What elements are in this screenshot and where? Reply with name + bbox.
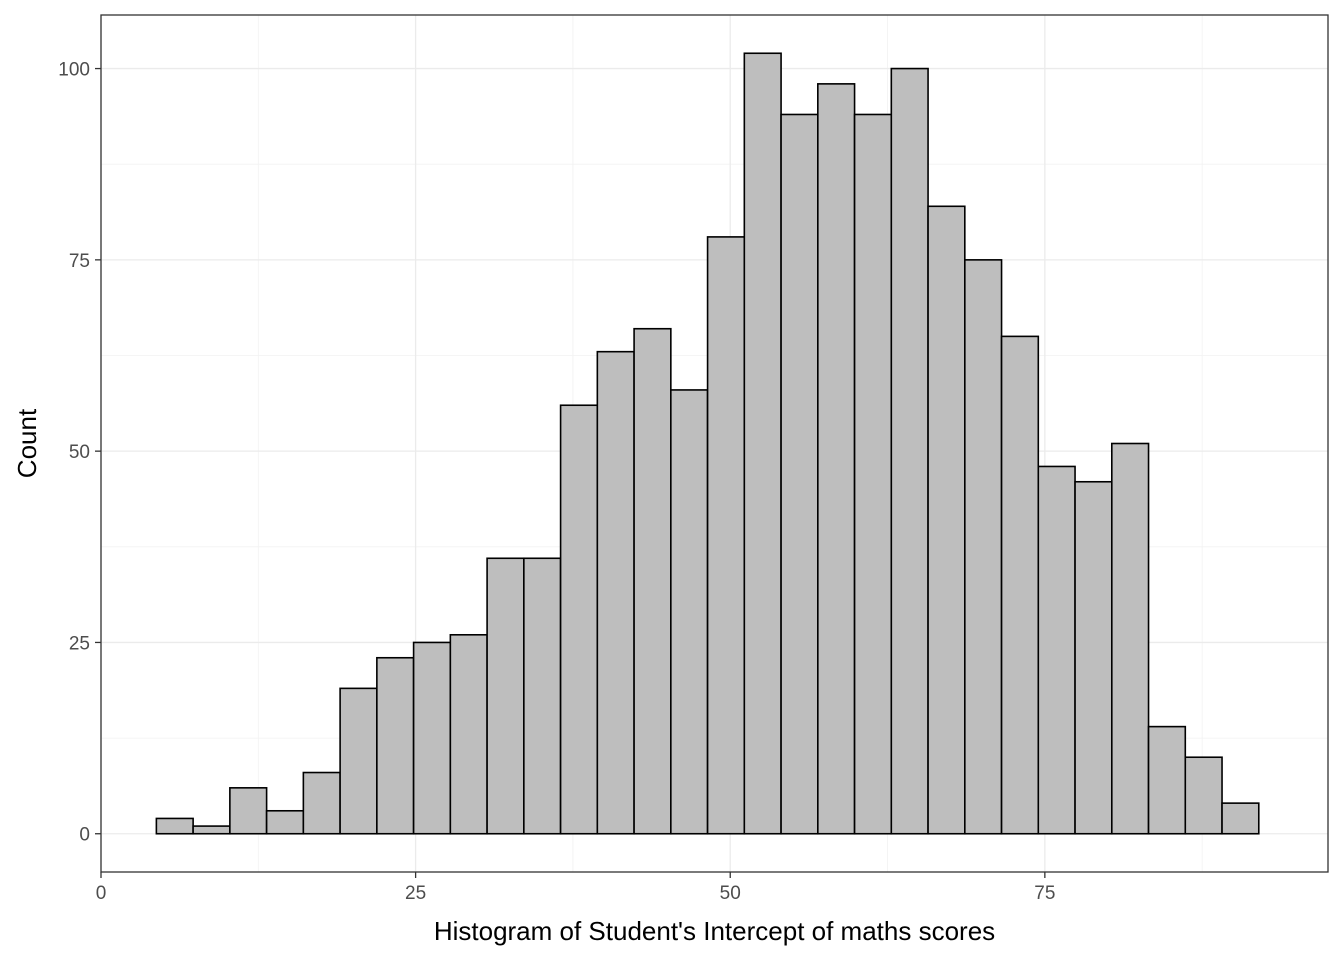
- y-tick-label: 0: [79, 825, 90, 846]
- histogram-bar: [817, 83, 856, 835]
- histogram-bar: [412, 641, 452, 835]
- histogram-bar: [265, 809, 305, 835]
- histogram-bars: [155, 52, 1260, 835]
- histogram-bar: [229, 787, 268, 835]
- x-axis: 0 25 50 75: [96, 872, 1055, 904]
- y-tick-label: 100: [58, 60, 90, 81]
- histogram-bar: [1147, 725, 1187, 835]
- histogram-bar: [1037, 465, 1076, 835]
- histogram-bar: [964, 259, 1003, 835]
- histogram-bar: [339, 687, 378, 835]
- histogram-bar: [853, 113, 893, 835]
- x-tick-label: 50: [720, 883, 741, 904]
- histogram-bar: [559, 404, 599, 835]
- histogram-bar: [706, 236, 746, 835]
- histogram-bar: [596, 350, 635, 835]
- histogram-bar: [1074, 480, 1113, 835]
- histogram-bar: [449, 633, 488, 835]
- histogram-bar: [633, 327, 672, 835]
- x-tick-label: 0: [96, 883, 107, 904]
- x-tick-label: 25: [405, 883, 426, 904]
- y-tick-label: 50: [69, 442, 90, 463]
- y-axis: 0 25 50 75 100: [58, 60, 101, 846]
- x-axis-title: Histogram of Student's Intercept of math…: [434, 916, 995, 946]
- histogram-bar: [1110, 442, 1150, 835]
- histogram-bar: [376, 656, 415, 835]
- histogram-bar: [192, 825, 231, 835]
- histogram-bar: [780, 113, 819, 835]
- y-tick-label: 25: [69, 633, 90, 654]
- histogram-bar: [1221, 802, 1260, 835]
- histogram-bar: [743, 52, 782, 835]
- histogram-bar: [890, 67, 929, 835]
- histogram-bar: [155, 817, 194, 835]
- y-tick-label: 75: [69, 251, 90, 272]
- histogram-bar: [927, 205, 966, 835]
- x-tick-label: 75: [1034, 883, 1055, 904]
- histogram-bar: [670, 389, 709, 835]
- histogram-bar: [302, 771, 341, 835]
- histogram-bar: [486, 557, 525, 835]
- histogram-bar: [523, 557, 562, 835]
- y-axis-title: Count: [12, 408, 42, 478]
- panel-border: [100, 14, 1329, 873]
- histogram-bar: [1184, 756, 1223, 835]
- histogram-bar: [1000, 335, 1040, 835]
